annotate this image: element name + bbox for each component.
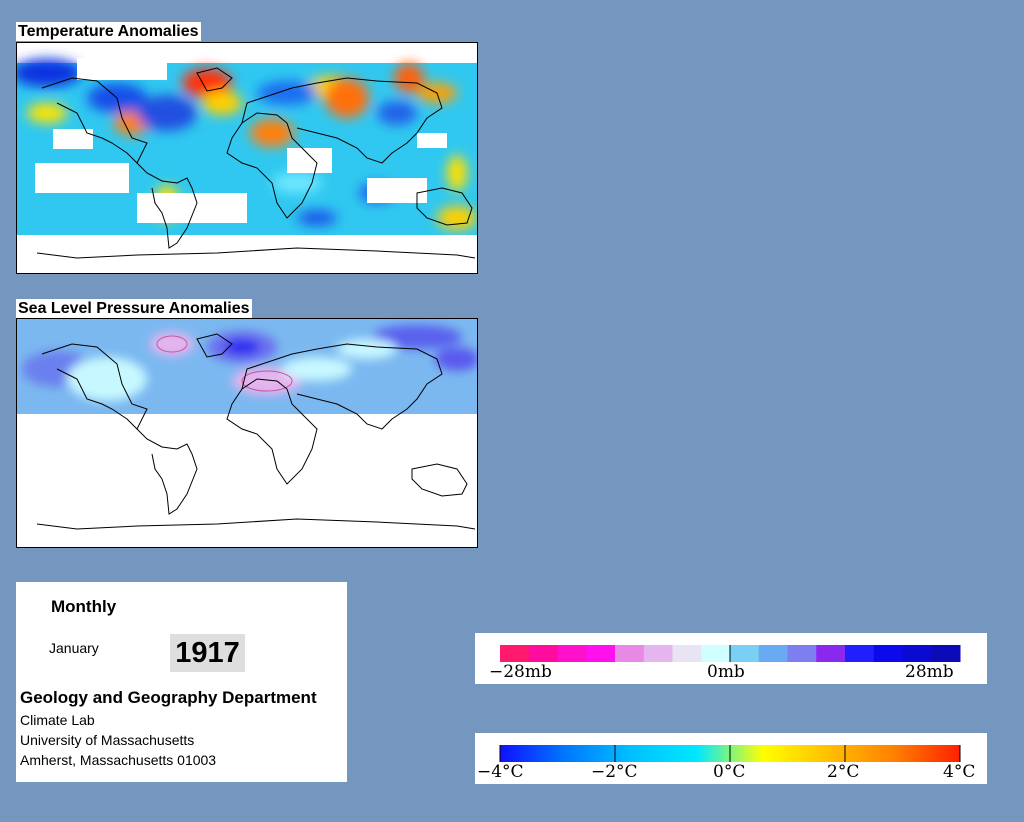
- pressure-legend-swatch-4: [615, 645, 645, 662]
- pressure-colorbar: [500, 645, 961, 662]
- pressure-legend-swatch-14: [902, 645, 932, 662]
- temperature-tick-zero: 0°C: [713, 762, 746, 782]
- pressure-contours: [156, 335, 293, 392]
- info-box: Monthly January 1917 Geology and Geograp…: [16, 582, 347, 782]
- university-name: University of Massachusetts: [20, 732, 195, 748]
- pressure-legend-swatch-1: [528, 645, 558, 662]
- pressure-legend: −28mb 0mb 28mb: [475, 633, 987, 684]
- temperature-title: Temperature Anomalies: [16, 22, 201, 41]
- pressure-legend-swatch-15: [931, 645, 961, 662]
- pressure-legend-swatch-10: [787, 645, 817, 662]
- month-label: January: [49, 640, 99, 656]
- temperature-tick-minus4: −4°C: [477, 762, 524, 782]
- period-label: Monthly: [51, 597, 117, 616]
- department-name: Geology and Geography Department: [20, 688, 317, 707]
- pressure-legend-swatch-2: [557, 645, 587, 662]
- lab-name: Climate Lab: [20, 712, 95, 728]
- temperature-anomaly-field: [17, 58, 477, 273]
- pressure-title: Sea Level Pressure Anomalies: [16, 299, 252, 318]
- pressure-legend-swatch-9: [758, 645, 788, 662]
- year-label: 1917: [170, 634, 245, 672]
- pressure-legend-swatch-6: [672, 645, 702, 662]
- pressure-legend-swatch-7: [701, 645, 731, 662]
- pressure-map: [16, 318, 478, 548]
- temperature-colorbar: [499, 745, 961, 762]
- pressure-anomaly-field: [17, 319, 477, 414]
- pressure-tick-zero: 0mb: [707, 662, 745, 682]
- pressure-tick-min: −28mb: [489, 662, 552, 682]
- temperature-map: [16, 42, 478, 274]
- temperature-coastlines: [36, 67, 476, 259]
- pressure-legend-swatch-12: [845, 645, 875, 662]
- temperature-tick-plus4: 4°C: [943, 762, 976, 782]
- pressure-tick-max: 28mb: [905, 662, 954, 682]
- temperature-tick-minus2: −2°C: [591, 762, 638, 782]
- pressure-legend-swatch-0: [500, 645, 530, 662]
- pressure-coastlines: [36, 333, 476, 530]
- temperature-legend: −4°C −2°C 0°C 2°C 4°C: [475, 733, 987, 784]
- pressure-legend-swatch-3: [586, 645, 616, 662]
- pressure-legend-swatch-11: [816, 645, 846, 662]
- pressure-legend-swatch-13: [873, 645, 903, 662]
- address: Amherst, Massachusetts 01003: [20, 752, 217, 768]
- pressure-legend-swatch-8: [730, 645, 760, 662]
- temperature-tick-plus2: 2°C: [827, 762, 860, 782]
- pressure-legend-swatch-5: [643, 645, 673, 662]
